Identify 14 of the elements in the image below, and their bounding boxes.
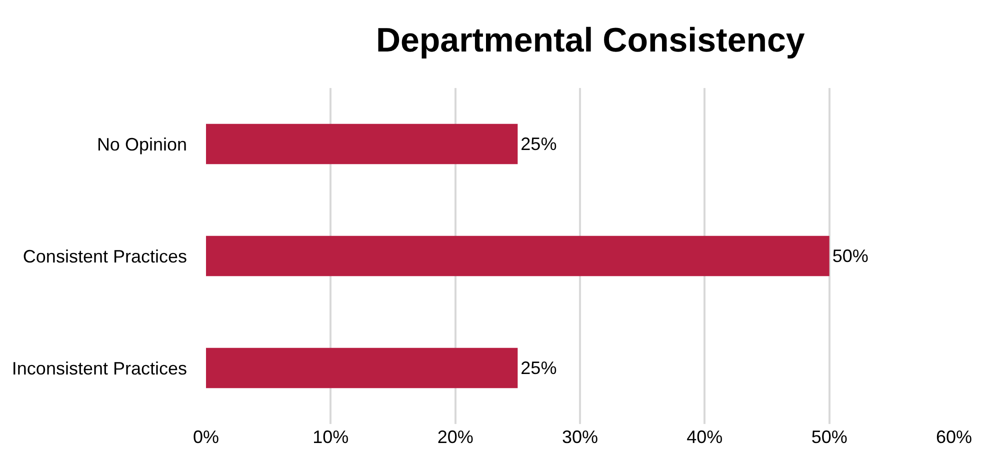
data-label: 25% [520,134,557,154]
y-tick-label: Consistent Practices [22,246,187,266]
y-tick-label: No Opinion [96,134,187,154]
chart-title: Departmental Consistency [376,22,805,60]
x-tick-label: 30% [562,427,598,447]
y-tick-label: Inconsistent Practices [12,358,187,378]
data-label: 25% [520,358,557,378]
x-tick-label: 10% [312,427,349,447]
x-tick-label: 50% [811,427,848,447]
x-tick-label: 20% [437,427,474,447]
data-label: 50% [832,246,868,266]
x-tick-label: 0% [192,427,220,447]
x-tick-label: 40% [686,427,723,447]
x-tick-label: 60% [936,427,972,447]
